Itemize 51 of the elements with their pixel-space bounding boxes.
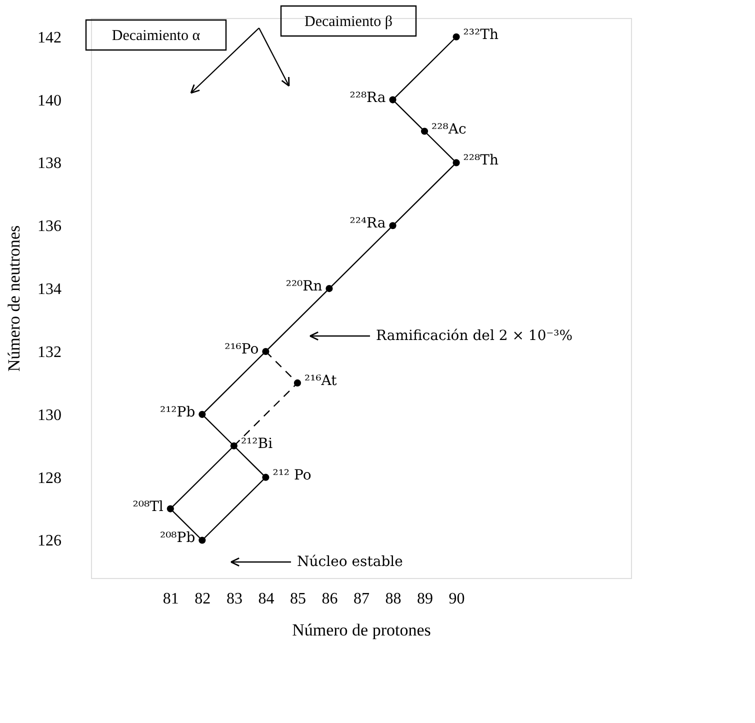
y-tick-label: 126 bbox=[38, 532, 62, 550]
point bbox=[389, 222, 396, 230]
annotation: ²²⁴Ra bbox=[350, 216, 386, 232]
annotation: ²²⁸Th bbox=[463, 152, 498, 169]
x-tick-label: 88 bbox=[385, 590, 402, 608]
y-tick-label: 134 bbox=[38, 281, 62, 298]
x-tick-label: 90 bbox=[448, 590, 465, 608]
point bbox=[452, 33, 460, 40]
annotation: ²²⁰Rn bbox=[286, 278, 322, 295]
x-tick-label: 84 bbox=[258, 590, 274, 608]
point bbox=[326, 285, 333, 292]
annotation: Núcleo estable bbox=[297, 554, 403, 570]
point bbox=[166, 505, 174, 512]
annotation: Decaimiento β bbox=[304, 14, 393, 30]
x-tick-label: 87 bbox=[354, 590, 370, 608]
y-tick-label: 128 bbox=[38, 470, 62, 487]
x-tick-label: 85 bbox=[290, 590, 306, 608]
y-tick-label: 142 bbox=[38, 29, 62, 46]
point bbox=[262, 348, 270, 356]
point bbox=[452, 159, 460, 166]
y-tick-label: 140 bbox=[38, 92, 62, 110]
y-tick-label: 138 bbox=[38, 155, 62, 172]
annotation: ²²⁸Ac bbox=[432, 121, 466, 138]
point bbox=[262, 474, 270, 481]
annotation: Ramificación del 2 × 10⁻³% bbox=[376, 328, 573, 344]
annotation: ²¹²Pb bbox=[160, 404, 196, 420]
y-tick-label: 132 bbox=[38, 344, 62, 361]
point bbox=[420, 128, 428, 135]
x-tick-label: 82 bbox=[194, 590, 211, 608]
annotation: Decaimiento α bbox=[112, 28, 200, 44]
point bbox=[389, 96, 396, 104]
annotation: ²⁰⁸Tl bbox=[132, 498, 164, 515]
annotation: ²¹⁶At bbox=[304, 372, 338, 389]
x-tick-label: 83 bbox=[226, 590, 242, 608]
x-axis-title: Número de protones bbox=[292, 620, 431, 640]
annotation: ²¹⁶Po bbox=[224, 341, 259, 358]
annotation: ²⁰⁸Pb bbox=[160, 530, 196, 546]
annotation: ²¹² Po bbox=[272, 467, 312, 484]
y-axis-title: Número de neutrones bbox=[4, 225, 24, 372]
y-tick-label: 130 bbox=[38, 406, 62, 424]
x-tick-label: 81 bbox=[162, 590, 179, 608]
x-tick-label: 86 bbox=[322, 590, 338, 608]
x-tick-label: 89 bbox=[417, 590, 434, 608]
point bbox=[230, 442, 238, 450]
point bbox=[294, 379, 302, 386]
y-tick-label: 136 bbox=[38, 218, 62, 236]
annotation: ²²⁸Ra bbox=[350, 90, 386, 106]
annotation: ²¹²Bi bbox=[240, 436, 274, 452]
point bbox=[198, 536, 206, 544]
annotation: ²³²Th bbox=[463, 26, 498, 43]
point bbox=[198, 410, 206, 418]
